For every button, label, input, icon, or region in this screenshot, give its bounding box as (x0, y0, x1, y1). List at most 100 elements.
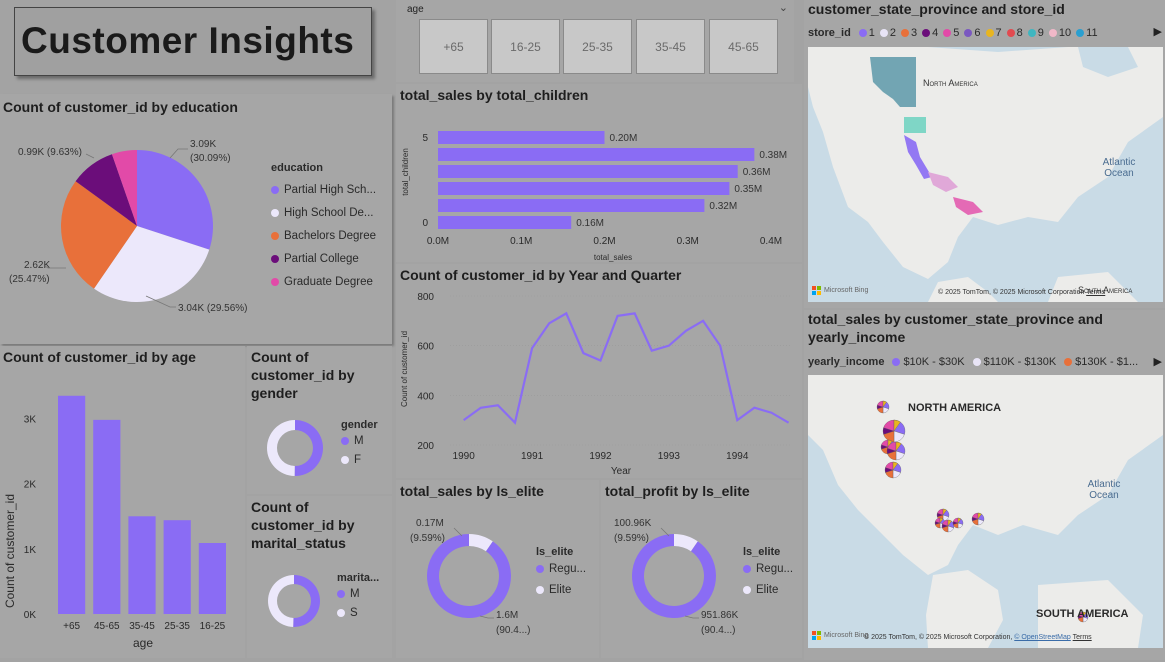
map-pie-marker[interactable] (884, 461, 902, 479)
education-pie[interactable]: 3.09K (30.09%) 3.04K (29.56%) 2.62K (25.… (0, 94, 392, 344)
marital-chart-panel[interactable]: Count of customer_id by marital_status m… (247, 496, 392, 658)
map-pie-marker[interactable] (882, 419, 906, 443)
age-bar[interactable] (128, 516, 156, 614)
elite-sales-panel[interactable]: total_sales by ls_elite 0.17M (9.59%) 1.… (396, 480, 599, 658)
age-chart-panel[interactable]: Count of customer_id by age Count of cus… (0, 346, 245, 658)
store-legend-label[interactable]: 9 (1037, 27, 1044, 39)
store-legend-label[interactable]: 1 (868, 27, 875, 39)
age-option-45-65[interactable]: 45-65 (709, 19, 778, 74)
store-map[interactable]: North America Atlantic Ocean South Ameri… (808, 47, 1163, 302)
pie-slice-m[interactable] (294, 420, 323, 476)
age-option-35-45[interactable]: 35-45 (636, 19, 705, 74)
children-bar[interactable] (438, 182, 730, 195)
education-chart-panel[interactable]: Count of customer_id by education 3.09K … (0, 94, 392, 344)
legend-item[interactable]: Partial College (271, 247, 376, 270)
year-line-series[interactable] (463, 311, 790, 425)
store-legend-dot[interactable] (1076, 29, 1085, 37)
pie-slice-partial-high-school[interactable] (137, 150, 213, 250)
store-legend-dot[interactable] (858, 29, 867, 37)
terms-link[interactable]: Terms (1072, 634, 1092, 641)
region-highlight[interactable] (870, 57, 916, 107)
legend-next-icon[interactable]: ▶ (1153, 26, 1162, 38)
store-legend-dot[interactable] (1006, 29, 1015, 37)
pie-slice-regular[interactable] (632, 534, 716, 618)
region-highlight[interactable] (928, 172, 958, 192)
age-bar[interactable] (198, 542, 226, 614)
store-legend-dot[interactable] (922, 29, 931, 37)
legend-item[interactable]: Graduate Degree (271, 270, 376, 293)
legend-item[interactable]: Elite (536, 579, 586, 600)
store-legend-label[interactable]: 10 (1058, 27, 1072, 39)
legend-item[interactable]: S (337, 603, 379, 622)
children-bar-chart[interactable]: total_children total_sales 0.20M 5 0.38M 0.… (396, 84, 802, 262)
legend-item[interactable]: Partial High Sch... (271, 178, 376, 201)
age-slicer[interactable]: age ⌄ +65 16-25 25-35 35-45 45-65 (396, 0, 794, 82)
store-legend-dot[interactable] (985, 29, 994, 37)
pie-slice-f[interactable] (266, 420, 295, 476)
year-line-chart[interactable]: Count of customer_id Year 200 400 600 800 19… (396, 264, 802, 478)
map-pie-marker[interactable] (876, 400, 890, 414)
legend-item[interactable]: Regu... (743, 558, 793, 579)
store-legend-label[interactable]: 11 (1086, 27, 1098, 39)
store-legend-label[interactable]: 3 (911, 27, 918, 39)
region-highlight[interactable] (904, 135, 932, 179)
age-option-16-25[interactable]: 16-25 (491, 19, 560, 74)
chevron-down-icon[interactable]: ⌄ (778, 2, 788, 14)
store-legend-dot[interactable] (901, 29, 910, 37)
legend-next-icon[interactable]: ▶ (1153, 356, 1162, 368)
store-legend-label[interactable]: 2 (889, 27, 897, 39)
region-highlight[interactable] (953, 197, 983, 215)
store-map-panel[interactable]: customer_state_province and store_id sto… (804, 0, 1165, 308)
legend-item[interactable]: Bachelors Degree (271, 224, 376, 247)
elite-profit-donut[interactable]: 100.96K (9.59%) 951.86K (90.4...) (601, 480, 802, 658)
store-legend-label[interactable]: 4 (932, 27, 939, 39)
age-option-25-35[interactable]: 25-35 (563, 19, 632, 74)
map-pie-marker[interactable] (941, 519, 955, 533)
store-legend-label[interactable]: 8 (1016, 27, 1023, 39)
map-pie-marker[interactable] (952, 517, 964, 529)
legend-item[interactable]: Elite (743, 579, 793, 600)
map-pie-marker[interactable] (1077, 611, 1089, 623)
age-bar[interactable] (163, 520, 191, 614)
year-chart-panel[interactable]: Count of customer_id by Year and Quarter… (396, 264, 802, 478)
legend-item[interactable]: High School De... (271, 201, 376, 224)
store-legend-dot[interactable] (879, 29, 888, 37)
pie-slice-graduate-degree[interactable] (111, 150, 137, 226)
gender-chart-panel[interactable]: Count of customer_id by gender gender M … (247, 346, 392, 494)
map-pie-marker[interactable] (886, 441, 906, 461)
store-legend-dot[interactable] (943, 29, 952, 37)
pie-slice-s[interactable] (268, 575, 294, 627)
pie-slice-m[interactable] (293, 575, 321, 627)
children-bar[interactable] (438, 131, 605, 144)
terms-link[interactable]: Terms (1086, 289, 1106, 296)
legend-item[interactable]: M (341, 431, 378, 450)
pie-slice-elite[interactable] (674, 534, 698, 552)
map-pie-marker[interactable] (971, 512, 985, 526)
gender-donut[interactable] (247, 346, 392, 494)
children-chart-panel[interactable]: total_sales by total_children total_chil… (396, 84, 802, 262)
children-bar[interactable] (438, 165, 738, 178)
legend-item[interactable]: F (341, 450, 378, 469)
age-bar[interactable] (93, 419, 121, 614)
children-bar[interactable] (438, 216, 572, 229)
age-bar-chart[interactable]: Count of customer_id age 0K 1K 2K 3K +65 45-6… (0, 346, 245, 658)
age-bar[interactable] (58, 395, 86, 614)
store-legend-label[interactable]: 5 (953, 27, 960, 39)
legend-item[interactable]: M (337, 584, 379, 603)
pie-slice-bachelors-degree[interactable] (61, 181, 137, 289)
store-legend-dot[interactable] (1048, 29, 1057, 37)
children-bar[interactable] (438, 148, 755, 161)
store-legend-label[interactable]: 6 (974, 27, 981, 39)
pie-slice-regular[interactable] (427, 534, 511, 618)
store-legend-label[interactable]: 7 (995, 27, 1002, 39)
pie-slice-elite[interactable] (469, 534, 493, 552)
marital-donut[interactable] (247, 496, 392, 658)
age-option-65plus[interactable]: +65 (419, 19, 488, 74)
elite-profit-panel[interactable]: total_profit by ls_elite 100.96K (9.59%)… (601, 480, 802, 658)
children-bar[interactable] (438, 199, 705, 212)
elite-sales-donut[interactable]: 0.17M (9.59%) 1.6M (90.4...) (396, 480, 599, 658)
pie-slice-partial-college[interactable] (75, 154, 137, 226)
store-legend-dot[interactable] (1027, 29, 1036, 37)
income-map-panel[interactable]: total_sales by customer_state_province a… (804, 310, 1165, 660)
legend-item[interactable]: Regu... (536, 558, 586, 579)
